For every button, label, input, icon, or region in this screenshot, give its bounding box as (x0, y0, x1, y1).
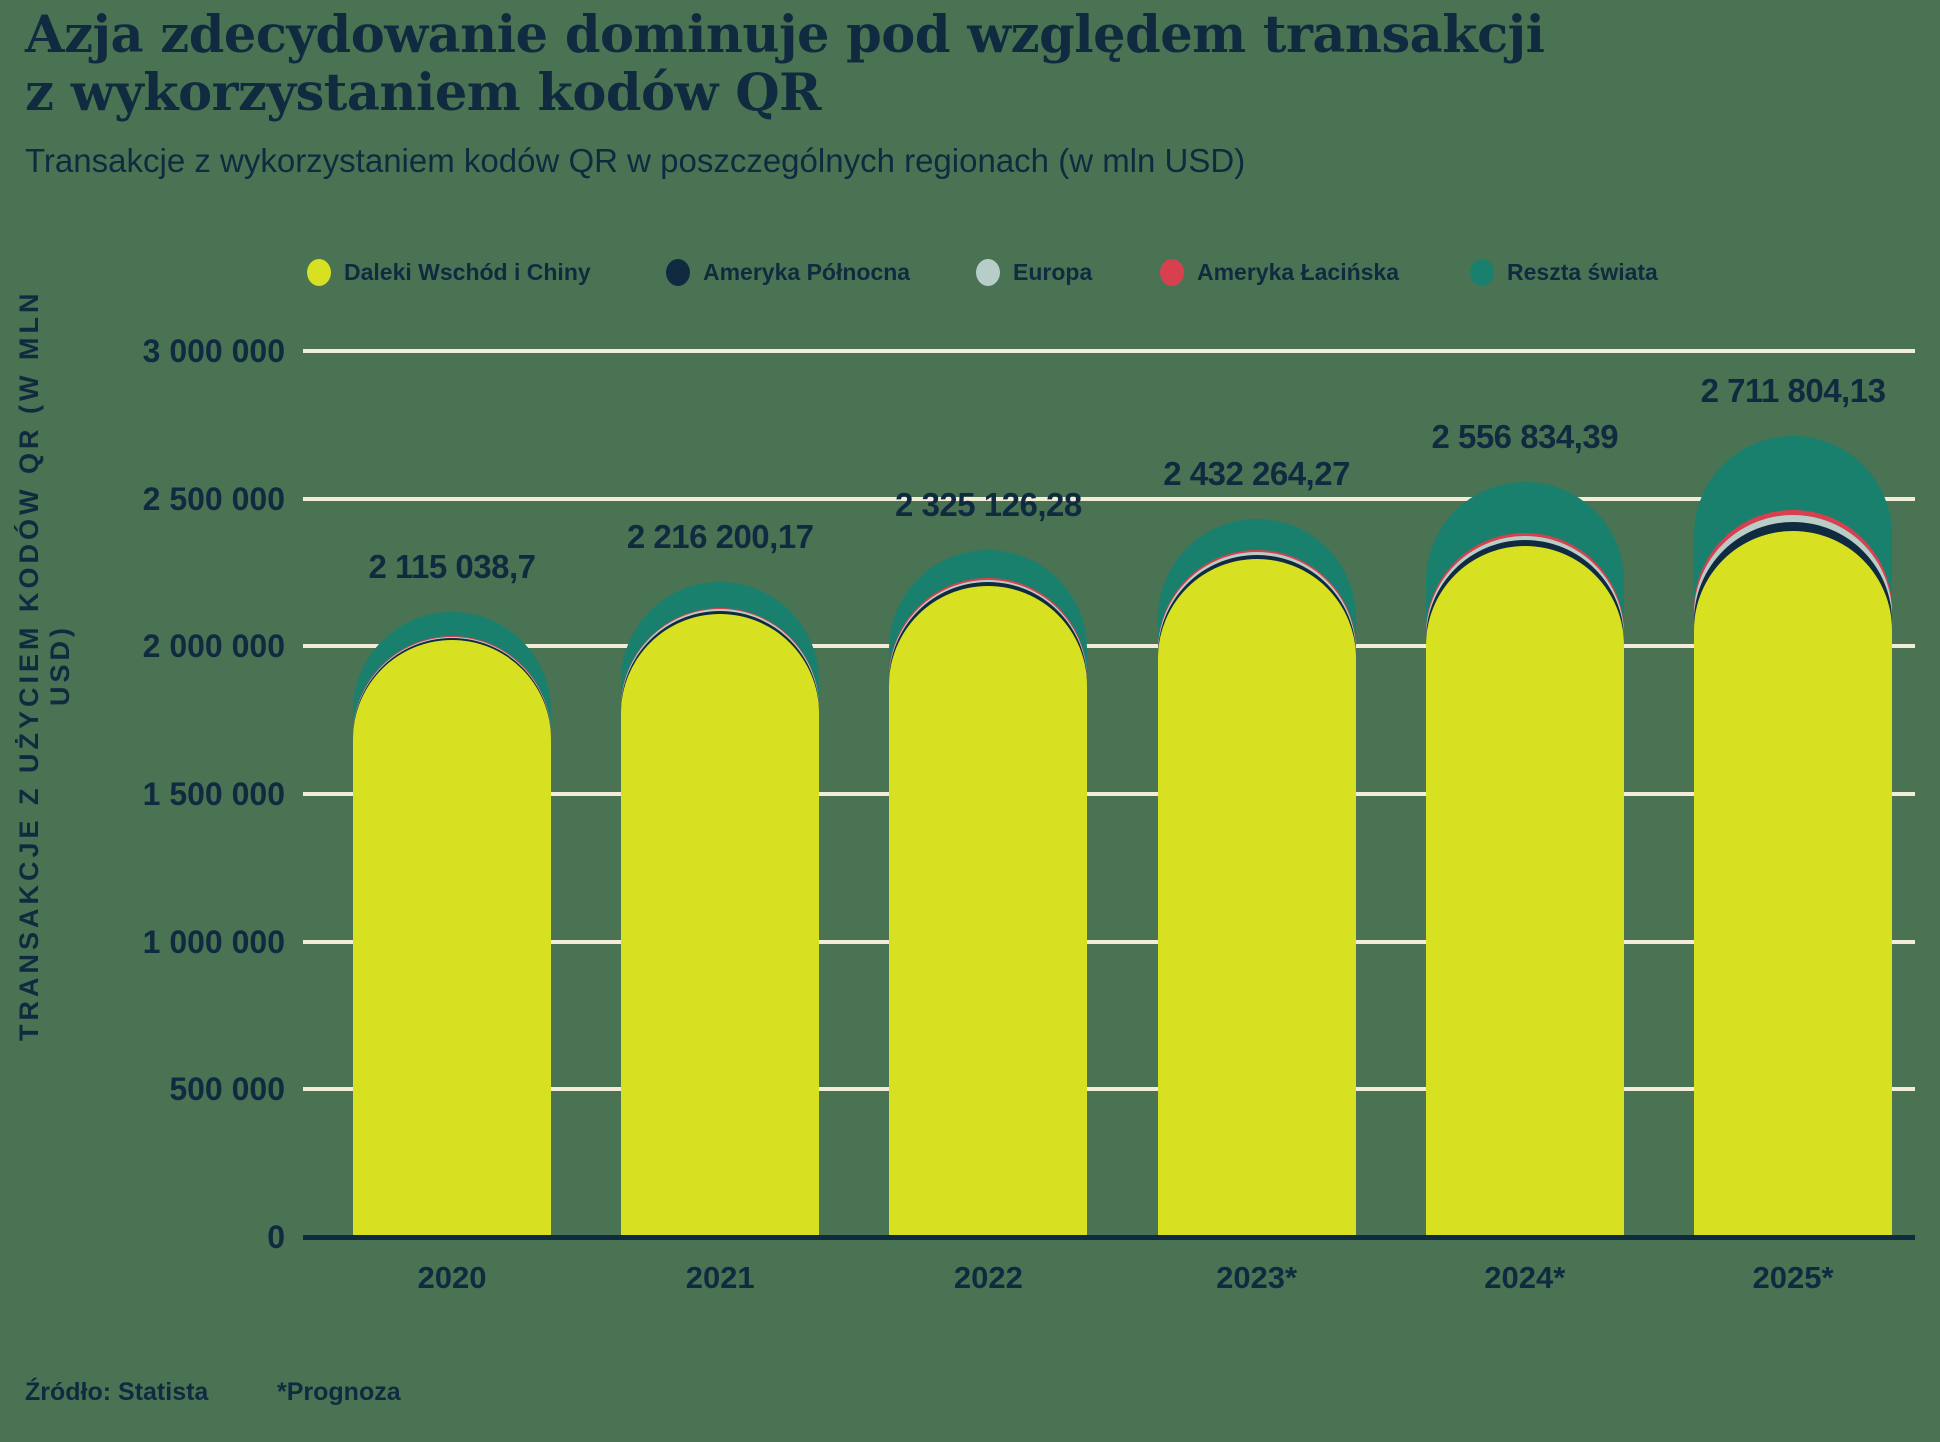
bar-total-label-2024: 2 556 834,39 (1431, 417, 1619, 455)
bar-2023-segment-1 (1157, 559, 1356, 1237)
x-tick-label-2024: 2024* (1484, 1260, 1566, 1295)
bar-2022-segment-1 (889, 585, 1088, 1237)
gridline-500000 (303, 1087, 1915, 1092)
legend-dot-icon (1470, 258, 1494, 286)
bar-total-label-2020: 2 115 038,7 (368, 548, 536, 586)
legend-dot-icon (976, 258, 1000, 286)
legend-dot-icon (1160, 258, 1184, 286)
gridline-1000000 (303, 939, 1915, 944)
bar-total-label-2025: 2 711 804,13 (1700, 372, 1886, 410)
y-tick-label: 1 500 000 (142, 776, 285, 812)
x-tick-label-2025: 2025* (1752, 1260, 1834, 1295)
legend-item-label: Ameryka Łacińska (1197, 258, 1400, 285)
gridline-1500000 (303, 792, 1915, 796)
legend-item-5: Reszta świata (1470, 256, 1658, 288)
bar-2024-segment-1 (1425, 545, 1624, 1237)
bar-total-label-2022: 2 325 126,28 (895, 486, 1082, 524)
legend-item-3: Europa (976, 256, 1092, 288)
legend-item-1: Daleki Wschód i Chiny (307, 256, 591, 288)
legend-item-2: Ameryka Północna (666, 256, 910, 288)
gridline-2000000 (303, 644, 1915, 649)
x-tick-label-2022: 2022 (953, 1260, 1023, 1295)
legend-item-4: Ameryka Łacińska (1160, 256, 1399, 288)
y-tick-label: 500 000 (169, 1071, 285, 1108)
legend-item-label: Ameryka Północna (703, 258, 911, 285)
legend-item-label: Europa (1013, 258, 1093, 285)
y-tick-label: 1 000 000 (142, 923, 285, 960)
chart-subtitle: Transakcje z wykorzystaniem kodów QR w p… (25, 142, 1246, 179)
chart-title: Azja zdecydowanie dominuje pod względem … (25, 6, 1725, 122)
x-tick-label-2020: 2020 (417, 1260, 487, 1295)
bar-2021-segment-1 (621, 613, 820, 1237)
chart-title-line1: Azja zdecydowanie dominuje pod względem … (25, 5, 1545, 65)
bar-2020-segment-1 (353, 640, 551, 1237)
legend-item-label: Reszta świata (1507, 258, 1658, 285)
x-tick-label-2021: 2021 (685, 1260, 755, 1295)
y-tick-label: 3 000 000 (142, 333, 285, 369)
x-tick-label-2023: 2023* (1216, 1260, 1298, 1295)
bar-total-label-2023: 2 432 264,27 (1163, 454, 1350, 492)
y-tick-label: 2 500 000 (142, 480, 285, 517)
forecast-note: *Prognoza (277, 1378, 401, 1406)
bar-total-label-2021: 2 216 200,17 (626, 518, 814, 556)
y-tick-label: 0 (267, 1219, 285, 1255)
gridline-3000000 (303, 349, 1915, 353)
x-axis-line (303, 1235, 1915, 1240)
legend-item-label: Daleki Wschód i Chiny (344, 258, 591, 285)
legend-dot-icon (307, 258, 331, 286)
bar-2025-segment-1 (1694, 531, 1892, 1237)
y-tick-label: 2 000 000 (142, 628, 285, 665)
source-note: Źródło: Statista (25, 1378, 209, 1406)
chart-title-line2: z wykorzystaniem kodów QR (25, 63, 822, 123)
legend-dot-icon (666, 258, 690, 286)
gridline-2500000 (303, 496, 1915, 501)
